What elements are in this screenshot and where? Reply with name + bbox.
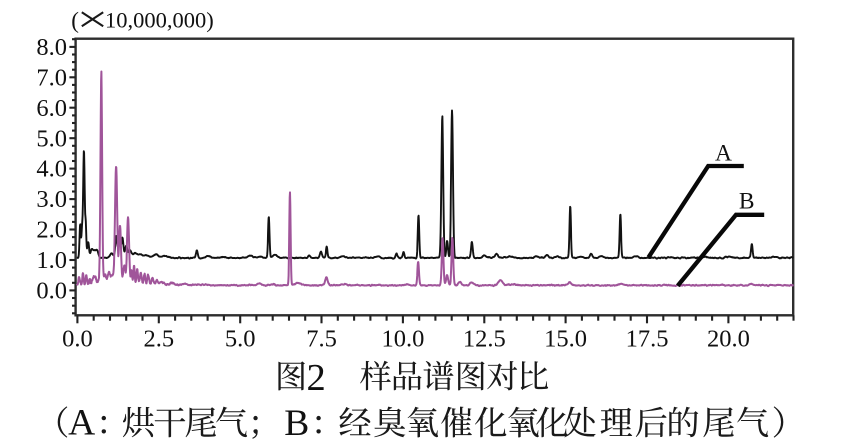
- svg-text:7.0: 7.0: [36, 64, 67, 91]
- svg-text:15.0: 15.0: [544, 326, 587, 353]
- svg-text:B: B: [739, 189, 755, 215]
- svg-text:20.0: 20.0: [707, 326, 750, 353]
- svg-text:5.0: 5.0: [36, 125, 67, 152]
- svg-text:12.5: 12.5: [463, 326, 506, 353]
- svg-text:A: A: [715, 141, 732, 167]
- svg-text:(: (: [71, 8, 79, 33]
- svg-text:2.0: 2.0: [36, 217, 67, 244]
- svg-text:10,000,000): 10,000,000): [105, 7, 214, 32]
- svg-text:0.0: 0.0: [36, 278, 67, 305]
- svg-text:3.0: 3.0: [36, 186, 67, 213]
- svg-text:8.0: 8.0: [36, 34, 67, 61]
- svg-text:17.5: 17.5: [626, 326, 669, 353]
- svg-text:0.0: 0.0: [62, 326, 93, 353]
- svg-text:5.0: 5.0: [225, 326, 256, 353]
- svg-text:10.0: 10.0: [381, 326, 424, 353]
- svg-text:1.0: 1.0: [36, 247, 67, 274]
- svg-text:6.0: 6.0: [36, 95, 67, 122]
- svg-text:B: B: [284, 403, 309, 444]
- svg-text:7.5: 7.5: [306, 326, 337, 353]
- svg-text:A: A: [68, 403, 95, 444]
- svg-text:4.0: 4.0: [36, 156, 67, 183]
- svg-text:2.5: 2.5: [143, 326, 174, 353]
- svg-text:2: 2: [306, 357, 325, 399]
